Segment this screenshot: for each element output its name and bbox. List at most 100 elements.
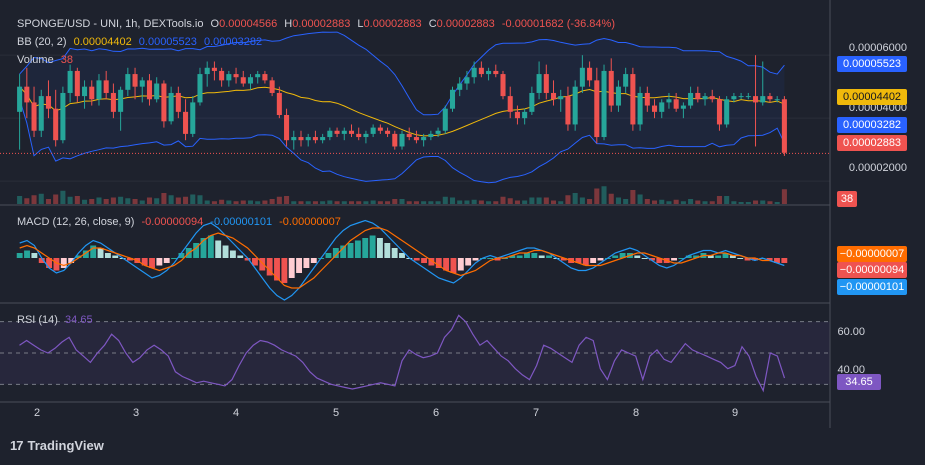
volume-bar: [363, 201, 369, 204]
candle-body: [716, 99, 722, 125]
price-tick: 0.00002000: [848, 162, 907, 174]
candle-body: [471, 67, 477, 78]
macd-histogram-bar: [171, 258, 178, 259]
candle-body: [767, 96, 773, 100]
macd-histogram-bar: [38, 258, 45, 263]
volume-bar: [82, 199, 88, 204]
macd-histogram-bar: [288, 258, 295, 278]
macd-line: [19, 219, 785, 301]
rsi-pill: 34.65: [837, 374, 881, 390]
volume-bar: [38, 193, 44, 204]
volume-bar: [767, 201, 773, 204]
candle-body: [233, 74, 239, 78]
candle-body: [514, 111, 520, 119]
macd-histogram-bar: [259, 258, 266, 271]
open-label: O: [210, 18, 220, 30]
last-price-pill: 0.00002883: [837, 135, 907, 151]
macd-histogram-bar: [641, 258, 648, 259]
x-tick: 7: [533, 407, 540, 419]
macd-line-pill: −0.00000101: [837, 279, 907, 295]
macd-histogram-bar: [722, 253, 729, 258]
macd-histogram-bar: [538, 255, 545, 258]
volume-bar: [377, 201, 383, 204]
open-value: 0.00004566: [219, 18, 278, 30]
candle-body: [74, 70, 80, 97]
macd-histogram-bar: [781, 258, 788, 263]
macd-histogram-bar: [149, 258, 155, 268]
volume-value: 38: [60, 54, 74, 66]
macd-histogram-bar: [141, 258, 148, 266]
macd-histogram-bar: [90, 245, 97, 258]
candle-body: [298, 137, 304, 141]
close-label: C: [428, 18, 437, 30]
volume-bar: [67, 196, 73, 204]
macd-histogram-bar: [244, 258, 251, 261]
macd-histogram-bar: [16, 253, 23, 258]
tradingview-brand[interactable]: 17 TradingView: [10, 438, 104, 453]
macd-signal-value: -0.00000007: [279, 216, 341, 228]
volume-bar: [695, 200, 701, 204]
macd-histogram-bar: [53, 258, 60, 271]
candle-body: [211, 67, 217, 71]
macd-histogram-bar: [354, 240, 361, 258]
volume-bar: [659, 199, 665, 204]
volume-bar: [522, 200, 528, 204]
candle-body: [695, 92, 701, 100]
candle-body: [731, 96, 737, 100]
volume-bar: [327, 200, 333, 204]
macd-histogram-bar: [127, 258, 133, 261]
macd-histogram-bar: [457, 258, 464, 271]
macd-histogram-bar: [751, 258, 758, 261]
macd-histogram-bar: [472, 258, 479, 261]
volume-bar: [139, 200, 145, 204]
macd-histogram-bar: [678, 258, 685, 259]
macd-legend: MACD (12, 26, close, 9) -0.00000094 -0.0…: [17, 215, 341, 229]
macd-histogram-bar: [112, 255, 119, 258]
macd-histogram-bar: [524, 253, 530, 258]
candle-body: [89, 86, 95, 100]
candle-body: [161, 83, 167, 122]
candle-body: [558, 96, 564, 100]
macd-histogram-bar: [237, 255, 244, 258]
volume-bar: [154, 198, 160, 204]
volume-bar: [558, 201, 564, 204]
volume-bar: [572, 193, 578, 204]
macd-histogram-bar: [509, 255, 516, 258]
candle-body: [247, 77, 254, 84]
macd-histogram-bar: [766, 258, 773, 261]
bb-upper-pill: 0.00005523: [837, 56, 907, 72]
volume-bar: [680, 201, 686, 204]
candle-body: [666, 99, 672, 103]
candle-body: [284, 115, 290, 141]
price-tick: 0.00006000: [848, 42, 907, 54]
volume-bar: [565, 195, 571, 204]
volume-bar: [615, 197, 621, 204]
candle-body: [709, 96, 715, 100]
price-tick: 0.00004000: [848, 102, 907, 114]
macd-histogram-bar: [465, 258, 472, 266]
volume-bar: [219, 199, 225, 204]
volume-bar: [529, 197, 535, 204]
macd-histogram-bar: [685, 255, 692, 258]
volume-bar: [392, 199, 398, 204]
volume-bar: [53, 194, 59, 204]
macd-histogram-bar: [31, 253, 38, 258]
candle-body: [204, 67, 210, 75]
candle-body: [413, 137, 419, 141]
volume-bar: [464, 200, 470, 204]
candle-body: [197, 74, 203, 103]
macd-histogram-bar: [575, 258, 582, 263]
volume-bar: [731, 201, 737, 204]
macd-histogram-bar: [222, 245, 229, 258]
macd-histogram-bar: [516, 255, 523, 258]
volume-bar: [204, 200, 210, 204]
volume-bar: [601, 186, 607, 204]
volume-bar: [608, 193, 614, 204]
rsi-line: [19, 314, 786, 393]
macd-histogram-bar: [104, 253, 111, 258]
macd-histogram-bar: [391, 248, 398, 258]
macd-histogram-bar: [163, 258, 170, 263]
macd-histogram-bar: [590, 258, 597, 263]
macd-hist-value: -0.00000094: [141, 216, 204, 228]
volume-bar: [543, 197, 549, 204]
